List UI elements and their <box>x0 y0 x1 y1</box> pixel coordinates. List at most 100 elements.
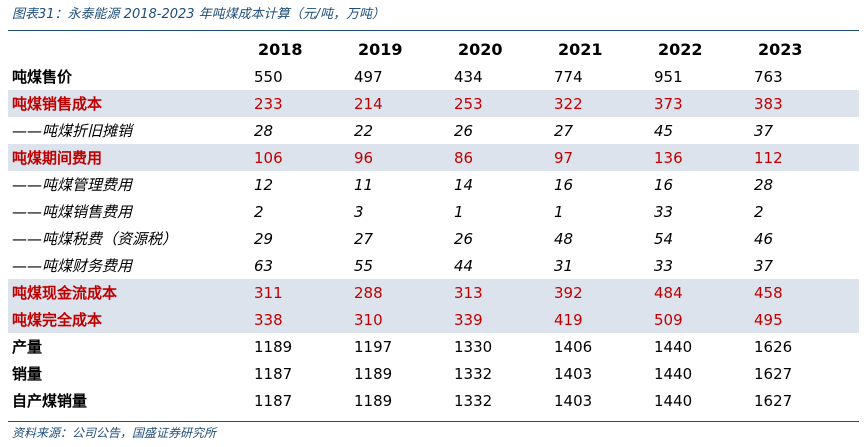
value-cell: 97 <box>548 144 648 171</box>
row-period-expenses: 吨煤期间费用 106 96 86 97 136 112 <box>8 144 859 171</box>
value-cell: 1440 <box>654 364 693 383</box>
value-cell: 1626 <box>754 337 793 356</box>
value-cell: 63 <box>254 256 274 275</box>
value-cell: 33 <box>654 256 674 275</box>
row-depreciation: ——吨煤折旧摊销 28 22 26 27 45 37 <box>8 117 859 144</box>
row-label: 吨煤现金流成本 <box>8 279 248 306</box>
value-cell: 22 <box>354 121 374 140</box>
value-cell: 214 <box>348 90 448 117</box>
value-cell: 54 <box>654 229 674 248</box>
row-selling-expenses: ——吨煤销售费用 2 3 1 1 33 2 <box>8 198 859 225</box>
row-label: ——吨煤销售费用 <box>12 203 133 221</box>
value-cell: 2 <box>254 202 264 221</box>
row-cash-cost: 吨煤现金流成本 311 288 313 392 484 458 <box>8 279 859 306</box>
value-cell: 434 <box>454 67 483 86</box>
value-cell: 1403 <box>554 364 593 383</box>
value-cell: 458 <box>748 279 859 306</box>
row-label: 吨煤售价 <box>12 68 73 86</box>
value-cell: 1406 <box>554 337 593 356</box>
year-header-2020: 2020 <box>458 40 503 59</box>
value-cell: 497 <box>354 67 383 86</box>
value-cell: 338 <box>248 306 348 333</box>
value-cell: 1 <box>554 202 564 221</box>
value-cell: 11 <box>354 175 374 194</box>
value-cell: 46 <box>754 229 774 248</box>
value-cell: 96 <box>348 144 448 171</box>
value-cell: 1189 <box>354 391 393 410</box>
value-cell: 1330 <box>454 337 493 356</box>
value-cell: 1440 <box>654 337 693 356</box>
value-cell: 44 <box>454 256 474 275</box>
value-cell: 310 <box>348 306 448 333</box>
value-cell: 27 <box>354 229 374 248</box>
row-taxes: ——吨煤税费（资源税） 29 27 26 48 54 46 <box>8 225 859 252</box>
value-cell: 12 <box>254 175 274 194</box>
figure-caption: 图表31：永泰能源 2018-2023 年吨煤成本计算（元/吨，万吨） <box>12 7 386 22</box>
value-cell: 29 <box>254 229 274 248</box>
row-label: ——吨煤财务费用 <box>12 257 133 275</box>
value-cell: 48 <box>554 229 574 248</box>
value-cell: 509 <box>648 306 748 333</box>
source-note: 资料来源：公司公告，国盛证券研究所 <box>12 426 217 440</box>
row-sales-volume: 销量 1187 1189 1332 1403 1440 1627 <box>8 360 859 387</box>
row-full-cost: 吨煤完全成本 338 310 339 419 509 495 <box>8 306 859 333</box>
row-label: ——吨煤管理费用 <box>12 176 133 194</box>
value-cell: 233 <box>248 90 348 117</box>
row-label: 自产煤销量 <box>12 392 88 410</box>
value-cell: 27 <box>554 121 574 140</box>
value-cell: 1440 <box>654 391 693 410</box>
value-cell: 419 <box>548 306 648 333</box>
value-cell: 37 <box>754 121 774 140</box>
row-admin-expenses: ——吨煤管理费用 12 11 14 16 16 28 <box>8 171 859 198</box>
value-cell: 383 <box>748 90 859 117</box>
row-label: ——吨煤折旧摊销 <box>12 122 133 140</box>
value-cell: 373 <box>648 90 748 117</box>
value-cell: 1189 <box>354 364 393 383</box>
value-cell: 951 <box>654 67 683 86</box>
value-cell: 322 <box>548 90 648 117</box>
row-label: 吨煤期间费用 <box>8 144 248 171</box>
value-cell: 26 <box>454 121 474 140</box>
value-cell: 86 <box>448 144 548 171</box>
row-output: 产量 1189 1197 1330 1406 1440 1626 <box>8 333 859 360</box>
cost-table: 2018 2019 2020 2021 2022 2023 吨煤售价 550 4… <box>8 36 859 414</box>
value-cell: 28 <box>254 121 274 140</box>
row-label: 产量 <box>12 338 43 356</box>
value-cell: 1627 <box>754 391 793 410</box>
value-cell: 16 <box>554 175 574 194</box>
value-cell: 1187 <box>254 364 293 383</box>
value-cell: 1403 <box>554 391 593 410</box>
value-cell: 1332 <box>454 391 493 410</box>
value-cell: 136 <box>648 144 748 171</box>
year-header-2018: 2018 <box>258 40 303 59</box>
value-cell: 1332 <box>454 364 493 383</box>
row-price: 吨煤售价 550 497 434 774 951 763 <box>8 63 859 90</box>
row-label: 吨煤完全成本 <box>8 306 248 333</box>
value-cell: 392 <box>548 279 648 306</box>
value-cell: 774 <box>554 67 583 86</box>
year-header-2023: 2023 <box>758 40 803 59</box>
value-cell: 1189 <box>254 337 293 356</box>
value-cell: 106 <box>248 144 348 171</box>
value-cell: 45 <box>654 121 674 140</box>
row-label: 销量 <box>12 365 43 383</box>
value-cell: 311 <box>248 279 348 306</box>
value-cell: 339 <box>448 306 548 333</box>
row-own-coal-sales: 自产煤销量 1187 1189 1332 1403 1440 1627 <box>8 387 859 414</box>
value-cell: 288 <box>348 279 448 306</box>
year-header-2019: 2019 <box>358 40 403 59</box>
value-cell: 495 <box>748 306 859 333</box>
row-label: ——吨煤税费（资源税） <box>12 230 178 248</box>
value-cell: 26 <box>454 229 474 248</box>
row-label: 吨煤销售成本 <box>8 90 248 117</box>
value-cell: 14 <box>454 175 474 194</box>
value-cell: 550 <box>254 67 283 86</box>
header-label-cell <box>8 36 248 63</box>
value-cell: 2 <box>754 202 764 221</box>
value-cell: 253 <box>448 90 548 117</box>
header-row: 2018 2019 2020 2021 2022 2023 <box>8 36 859 63</box>
value-cell: 313 <box>448 279 548 306</box>
value-cell: 31 <box>554 256 574 275</box>
year-header-2021: 2021 <box>558 40 603 59</box>
value-cell: 112 <box>748 144 859 171</box>
